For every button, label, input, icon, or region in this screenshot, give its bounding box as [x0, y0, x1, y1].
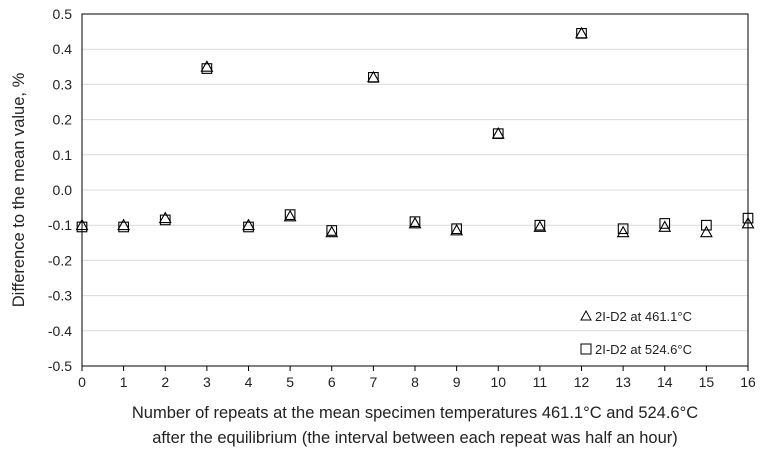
x-tick-label: 0: [78, 374, 86, 390]
x-tick-label: 13: [615, 374, 631, 390]
y-tick-label: -0.3: [48, 288, 72, 304]
y-tick-label: 0.0: [53, 182, 73, 198]
point-square: [284, 209, 296, 220]
point-triangle: [658, 220, 672, 232]
point-square: [243, 221, 254, 233]
point-triangle: [575, 26, 588, 39]
x-tick-label: 8: [411, 374, 419, 390]
point-square: [326, 225, 338, 236]
legend-item-461: 2I-D2 at 461.1°C: [580, 309, 692, 324]
point-square: [118, 221, 129, 233]
point-triangle: [325, 225, 339, 238]
point-square: [409, 216, 421, 228]
x-tick-label: 3: [203, 374, 211, 390]
y-tick-label: 0.5: [53, 6, 73, 22]
y-tick-label: 0.4: [53, 41, 73, 57]
legend-square-marker: [580, 343, 592, 355]
point-triangle: [408, 216, 422, 229]
legend: 2I-D2 at 461.1°C 2I-D2 at 524.6°C: [580, 309, 692, 357]
point-square: [576, 28, 587, 39]
point-triangle: [366, 70, 380, 83]
point-triangle: [450, 223, 464, 236]
x-tick-label: 4: [245, 374, 253, 390]
point-triangle: [242, 218, 255, 231]
legend-label-461: 2I-D2 at 461.1°C: [595, 309, 692, 324]
point-triangle: [533, 220, 547, 232]
y-axis-tick-labels: -0.5 -0.4 -0.3 -0.2 -0.1 0.0 0.1 0.2 0.3 0.4 0.5: [48, 6, 72, 374]
y-tick-label: -0.1: [48, 217, 72, 233]
y-tick-label: 0.3: [53, 76, 73, 92]
x-axis-title-line-1: Number of repeats at the mean specimen t…: [132, 404, 698, 422]
x-tick-label: 2: [161, 374, 169, 390]
x-axis-title-line-2: after the equilibrium (the interval betw…: [152, 429, 678, 447]
x-tick-label: 5: [286, 374, 294, 390]
point-square: [159, 214, 171, 226]
x-tick-label: 16: [740, 374, 756, 390]
point-triangle: [158, 211, 172, 224]
point-square: [492, 128, 504, 140]
point-square: [534, 219, 546, 231]
x-tick-label: 9: [453, 374, 461, 390]
y-tick-label: -0.2: [48, 252, 72, 268]
point-triangle: [616, 225, 630, 238]
x-tick-label: 15: [699, 374, 715, 390]
point-triangle: [283, 209, 297, 222]
x-tick-label: 7: [369, 374, 377, 390]
point-square: [701, 219, 712, 231]
y-tick-label: -0.5: [48, 358, 72, 374]
y-tick-label: -0.4: [48, 323, 72, 339]
x-tick-label: 1: [120, 374, 128, 390]
legend-label-524: 2I-D2 at 524.6°C: [595, 342, 692, 357]
point-triangle: [699, 225, 713, 238]
x-tick-label: 11: [533, 374, 548, 390]
point-square: [617, 223, 629, 235]
point-square: [659, 218, 671, 229]
y-tick-label: 0.2: [53, 112, 73, 128]
point-triangle: [200, 60, 214, 72]
point-square: [368, 72, 379, 83]
point-triangle: [117, 218, 131, 231]
x-axis-tick-labels: 0 1 2 3 4 5 6 7 8 9 10 11 12 13 14 15 16: [78, 366, 756, 390]
x-tick-label: 12: [574, 374, 590, 390]
legend-item-524: 2I-D2 at 524.6°C: [580, 342, 692, 357]
x-tick-label: 10: [490, 374, 506, 390]
y-tick-label: 0.1: [53, 147, 73, 163]
x-tick-label: 14: [657, 374, 673, 390]
point-square: [201, 63, 213, 74]
data-points: [75, 26, 755, 238]
y-axis-title: Difference to the mean value, %: [10, 72, 28, 307]
x-tick-label: 6: [328, 374, 336, 390]
point-square: [451, 223, 462, 235]
legend-triangle-marker: [580, 309, 592, 321]
point-triangle: [491, 127, 505, 139]
